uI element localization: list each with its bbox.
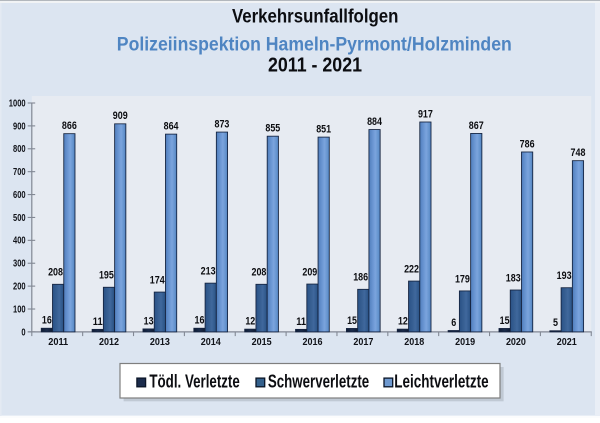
svg-text:Tödl. Verletzte: Tödl. Verletzte bbox=[149, 371, 239, 392]
svg-text:209: 209 bbox=[302, 266, 317, 278]
svg-text:195: 195 bbox=[99, 270, 114, 282]
svg-text:5: 5 bbox=[553, 317, 558, 329]
svg-text:15: 15 bbox=[347, 315, 357, 327]
svg-text:2011: 2011 bbox=[48, 337, 68, 348]
svg-text:867: 867 bbox=[469, 120, 484, 132]
svg-text:183: 183 bbox=[506, 272, 521, 284]
svg-text:13: 13 bbox=[144, 315, 154, 327]
svg-text:11: 11 bbox=[93, 316, 103, 328]
svg-text:884: 884 bbox=[367, 116, 382, 128]
svg-text:851: 851 bbox=[316, 124, 331, 136]
svg-text:12: 12 bbox=[245, 316, 255, 328]
svg-text:900: 900 bbox=[13, 121, 26, 132]
svg-text:6: 6 bbox=[451, 317, 456, 329]
svg-text:Leichtverletzte: Leichtverletzte bbox=[394, 371, 488, 392]
svg-text:222: 222 bbox=[404, 263, 419, 275]
svg-text:0: 0 bbox=[21, 327, 25, 338]
svg-text:16: 16 bbox=[195, 315, 205, 327]
svg-text:15: 15 bbox=[500, 315, 510, 327]
svg-text:2011 - 2021: 2011 - 2021 bbox=[268, 54, 362, 76]
svg-text:100: 100 bbox=[13, 304, 26, 315]
svg-text:2018: 2018 bbox=[404, 337, 424, 348]
svg-text:748: 748 bbox=[571, 147, 586, 159]
svg-text:179: 179 bbox=[455, 273, 470, 285]
svg-text:866: 866 bbox=[62, 120, 77, 132]
svg-text:300: 300 bbox=[13, 259, 26, 270]
svg-text:855: 855 bbox=[265, 123, 280, 135]
svg-text:11: 11 bbox=[296, 316, 306, 328]
svg-text:Polizeiinspektion Hameln-Pyrmo: Polizeiinspektion Hameln-Pyrmont/Holzmin… bbox=[117, 33, 512, 55]
svg-text:1000: 1000 bbox=[9, 98, 26, 109]
svg-text:400: 400 bbox=[13, 236, 26, 247]
svg-text:873: 873 bbox=[215, 118, 230, 130]
svg-text:186: 186 bbox=[353, 272, 368, 284]
svg-text:2020: 2020 bbox=[506, 337, 526, 348]
svg-text:786: 786 bbox=[520, 138, 535, 150]
svg-text:174: 174 bbox=[150, 274, 165, 286]
svg-text:864: 864 bbox=[164, 121, 179, 133]
svg-text:2019: 2019 bbox=[455, 337, 475, 348]
svg-text:200: 200 bbox=[13, 282, 26, 293]
svg-text:2013: 2013 bbox=[150, 337, 170, 348]
svg-text:2012: 2012 bbox=[99, 337, 119, 348]
svg-text:2015: 2015 bbox=[252, 337, 272, 348]
svg-text:800: 800 bbox=[13, 144, 26, 155]
svg-text:500: 500 bbox=[13, 213, 26, 224]
svg-text:2016: 2016 bbox=[303, 337, 323, 348]
svg-text:16: 16 bbox=[42, 315, 52, 327]
svg-text:213: 213 bbox=[201, 266, 216, 278]
svg-text:208: 208 bbox=[48, 267, 63, 279]
svg-text:208: 208 bbox=[252, 267, 267, 279]
svg-text:193: 193 bbox=[557, 270, 572, 282]
svg-text:Verkehrsunfallfolgen: Verkehrsunfallfolgen bbox=[232, 6, 399, 28]
svg-text:917: 917 bbox=[418, 108, 433, 120]
svg-text:2021: 2021 bbox=[557, 337, 577, 348]
svg-text:2014: 2014 bbox=[201, 337, 221, 348]
svg-text:12: 12 bbox=[398, 316, 408, 328]
svg-text:600: 600 bbox=[13, 190, 26, 201]
svg-text:909: 909 bbox=[113, 110, 128, 122]
svg-text:2017: 2017 bbox=[353, 337, 373, 348]
svg-text:Schwerverletzte: Schwerverletzte bbox=[268, 371, 369, 392]
svg-text:700: 700 bbox=[13, 167, 26, 178]
